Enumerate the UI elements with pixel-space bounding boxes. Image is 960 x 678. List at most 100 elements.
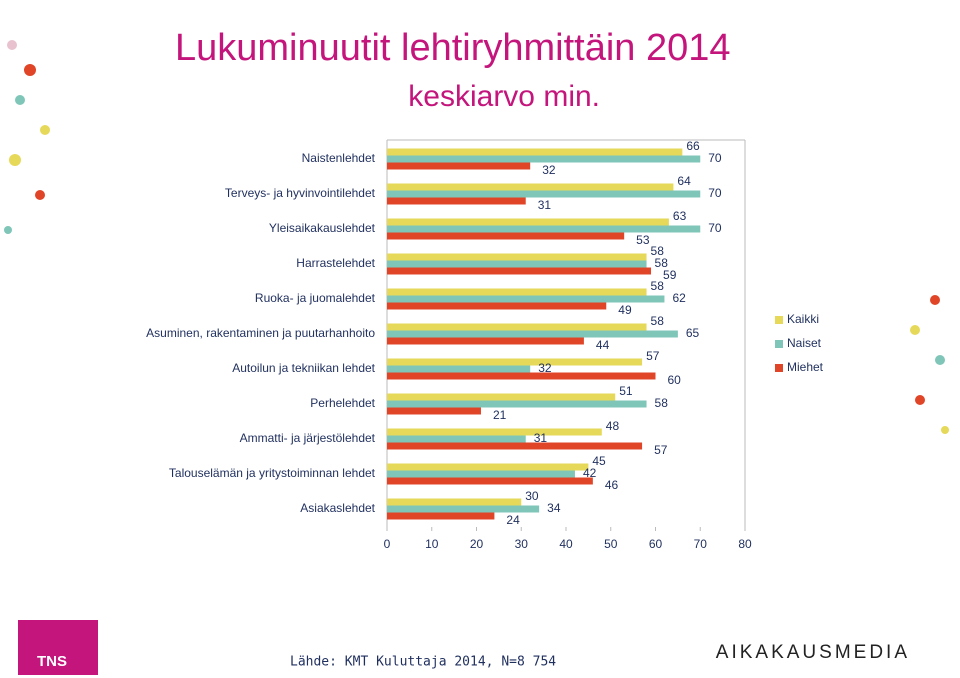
bar (387, 302, 607, 310)
value-label: 45 (592, 454, 606, 468)
value-label: 60 (668, 373, 682, 387)
value-label: 31 (538, 198, 552, 212)
bar (387, 155, 701, 163)
value-label: 46 (605, 478, 619, 492)
bar (387, 183, 674, 191)
x-tick-label: 80 (738, 537, 752, 551)
value-label: 64 (677, 174, 691, 188)
value-label: 63 (673, 209, 687, 223)
bar (387, 225, 701, 233)
bar (387, 337, 584, 345)
value-label: 70 (708, 186, 722, 200)
bar (387, 232, 625, 240)
bar (387, 435, 526, 443)
bar (387, 190, 701, 198)
x-tick-label: 0 (384, 537, 391, 551)
x-tick-label: 70 (694, 537, 708, 551)
bar (387, 358, 643, 366)
bar (387, 477, 593, 485)
bar (387, 463, 589, 471)
x-tick-label: 60 (649, 537, 663, 551)
value-label: 42 (583, 466, 597, 480)
bar (387, 162, 531, 170)
category-label: Naistenlehdet (302, 151, 376, 165)
x-tick-label: 40 (559, 537, 573, 551)
bar (387, 288, 647, 296)
value-label: 58 (655, 256, 669, 270)
logo-text: TNS (37, 653, 67, 670)
value-label: 70 (708, 151, 722, 165)
value-label: 70 (708, 221, 722, 235)
value-label: 30 (525, 489, 539, 503)
value-label: 34 (547, 501, 561, 515)
value-label: 32 (538, 361, 552, 375)
value-label: 59 (663, 268, 677, 282)
bar (387, 148, 683, 156)
x-tick-label: 50 (604, 537, 618, 551)
value-label: 31 (534, 431, 548, 445)
value-label: 32 (542, 163, 556, 177)
value-label: 62 (672, 291, 686, 305)
legend-label: Kaikki (787, 312, 819, 326)
category-label: Terveys- ja hyvinvointilehdet (225, 186, 376, 200)
bar (387, 253, 647, 261)
x-tick-label: 30 (515, 537, 529, 551)
bar (387, 442, 643, 450)
decoration (4, 40, 949, 434)
bar (387, 393, 616, 401)
bar (387, 512, 495, 520)
category-label: Ruoka- ja juomalehdet (255, 291, 376, 305)
value-label: 65 (686, 326, 700, 340)
category-label: Asiakaslehdet (300, 501, 375, 515)
value-label: 58 (655, 396, 669, 410)
bar (387, 400, 647, 408)
bar (387, 498, 522, 506)
bar (387, 260, 647, 268)
value-label: 57 (654, 443, 668, 457)
legend-swatch (775, 316, 783, 324)
value-label: 66 (686, 139, 700, 153)
tns-logo (18, 620, 98, 675)
bar (387, 470, 575, 478)
bar (387, 428, 602, 436)
legend-label: Miehet (787, 360, 824, 374)
bar (387, 407, 481, 415)
legend-swatch (775, 364, 783, 372)
value-label: 58 (651, 244, 665, 258)
value-label: 24 (506, 513, 520, 527)
value-label: 49 (618, 303, 632, 317)
bar (387, 218, 669, 226)
category-label: Ammatti- ja järjestölehdet (240, 431, 376, 445)
value-label: 53 (636, 233, 650, 247)
value-label: 21 (493, 408, 507, 422)
title: Lukuminuutit lehtiryhmittäin 2014 (175, 27, 731, 69)
bar (387, 267, 652, 275)
value-label: 58 (651, 279, 665, 293)
category-label: Yleisaikakauslehdet (269, 221, 376, 235)
bar (387, 323, 647, 331)
value-label: 51 (619, 384, 633, 398)
legend-swatch (775, 340, 783, 348)
category-label: Harrastelehdet (296, 256, 375, 270)
bar (387, 330, 678, 338)
value-label: 44 (596, 338, 610, 352)
value-label: 58 (651, 314, 665, 328)
bar (387, 197, 526, 205)
bar (387, 372, 656, 380)
category-label: Autoilun ja tekniikan lehdet (232, 361, 375, 375)
x-tick-label: 10 (425, 537, 439, 551)
value-label: 48 (606, 419, 620, 433)
logo-text: AIKAKAUSMEDIA (716, 642, 910, 663)
source: Lähde: KMT Kuluttaja 2014, N=8 754 (290, 655, 556, 670)
subtitle: keskiarvo min. (408, 80, 600, 113)
category-label: Perhelehdet (310, 396, 375, 410)
legend-label: Naiset (787, 336, 822, 350)
value-label: 57 (646, 349, 660, 363)
x-tick-label: 20 (470, 537, 484, 551)
category-label: Talouselämän ja yritystoiminnan lehdet (169, 466, 376, 480)
bar (387, 505, 540, 513)
bar (387, 365, 531, 373)
bar (387, 295, 665, 303)
category-label: Asuminen, rakentaminen ja puutarhanhoito (146, 326, 375, 340)
